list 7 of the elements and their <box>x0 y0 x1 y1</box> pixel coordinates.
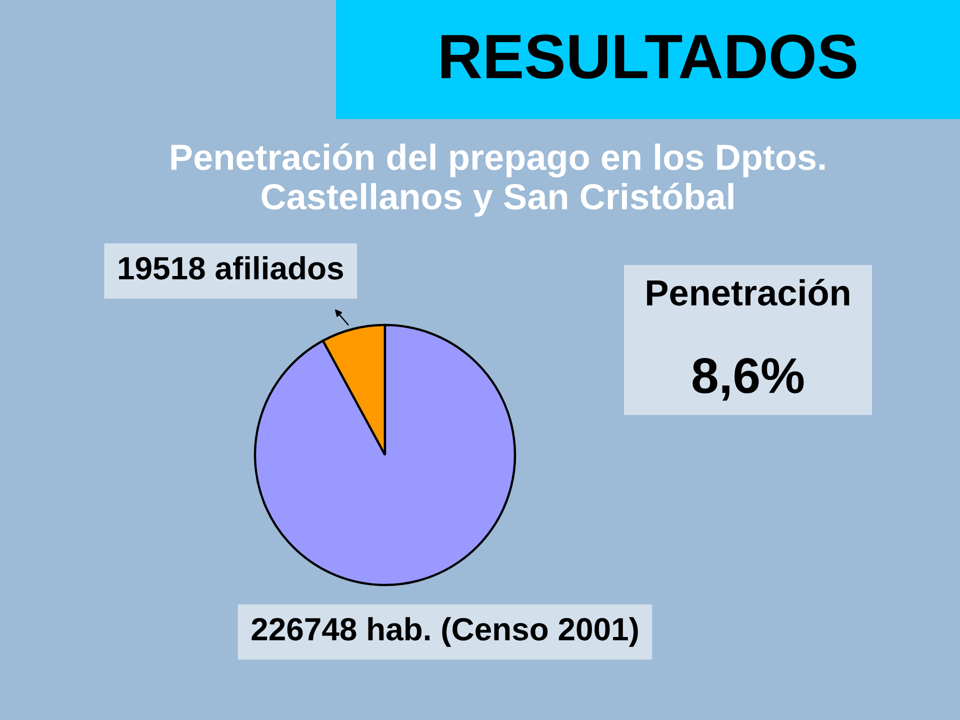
slice-label: 226748 hab. (Censo 2001) <box>252 617 638 647</box>
text: 8,6% <box>692 358 804 401</box>
slice-label: 19518 afiliados <box>119 256 343 280</box>
chart-title: RESULTADOS <box>442 34 856 79</box>
text: Penetración <box>647 278 850 306</box>
chart-subtitle: Penetración del prepago en los Dptos. Castellanos y San Cristóbal <box>171 143 825 217</box>
pie-slice <box>254 324 516 586</box>
